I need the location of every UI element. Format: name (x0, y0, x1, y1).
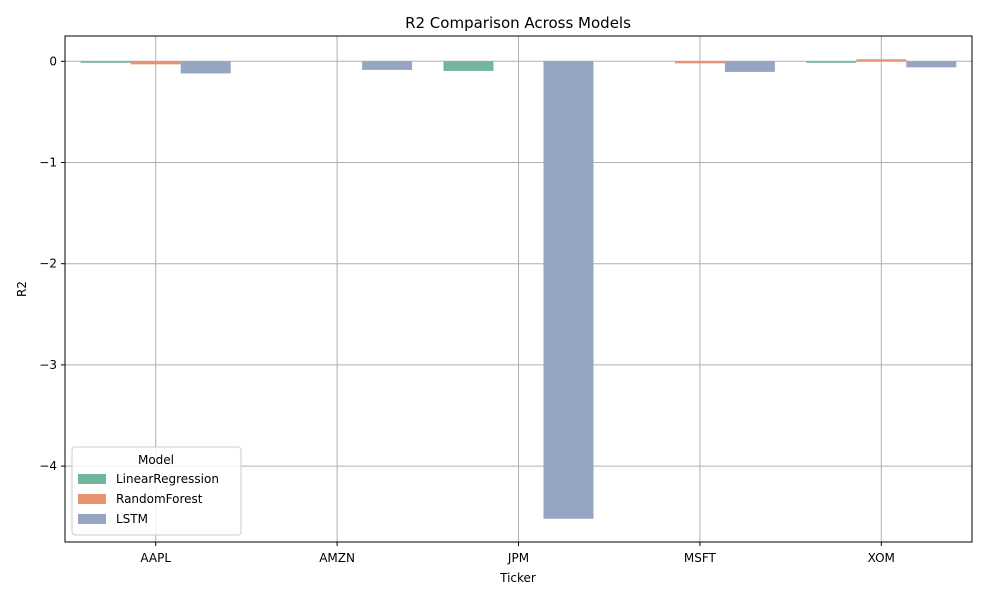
legend-label: LSTM (116, 512, 148, 526)
legend-label: RandomForest (116, 492, 203, 506)
bar-lstm-jpm (543, 61, 594, 519)
y-tick-label: −1 (39, 156, 57, 170)
legend-box (71, 446, 242, 536)
x-tick-label: MSFT (684, 551, 717, 565)
bar-randomforest-msft (674, 61, 725, 64)
x-tick-label: XOM (868, 551, 895, 565)
bar-linearregression-xom (806, 61, 857, 63)
legend: Model LinearRegression RandomForest LSTM (71, 446, 242, 536)
legend-entries: LinearRegression RandomForest LSTM (78, 472, 219, 526)
x-axis-ticks: AAPL AMZN JPM MSFT XOM (140, 542, 895, 565)
bar-lstm-aapl (180, 61, 231, 74)
bar-randomforest-xom (856, 59, 907, 62)
bar-lstm-msft (724, 61, 775, 72)
bars (80, 59, 957, 519)
x-axis-label: Ticker (499, 571, 536, 585)
y-axis-label: R2 (15, 281, 29, 297)
bar-lstm-xom (906, 61, 957, 68)
x-tick-label: AAPL (140, 551, 171, 565)
y-tick-label: −3 (39, 358, 57, 372)
legend-swatch (78, 514, 106, 524)
y-tick-label: −2 (39, 257, 57, 271)
bar-linearregression-jpm (443, 61, 494, 71)
y-axis-ticks: 0 −1 −2 −3 −4 (39, 54, 65, 473)
x-tick-label: JPM (507, 551, 529, 565)
x-tick-label: AMZN (319, 551, 355, 565)
bar-linearregression-aapl (80, 61, 131, 63)
bar-lstm-amzn (362, 61, 413, 70)
chart-title: R2 Comparison Across Models (405, 14, 631, 32)
y-tick-label: −4 (39, 459, 57, 473)
legend-title: Model (138, 453, 174, 467)
legend-label: LinearRegression (116, 472, 219, 486)
legend-swatch (78, 474, 106, 484)
y-tick-label: 0 (49, 54, 57, 68)
bar-randomforest-aapl (130, 61, 181, 65)
legend-swatch (78, 494, 106, 504)
